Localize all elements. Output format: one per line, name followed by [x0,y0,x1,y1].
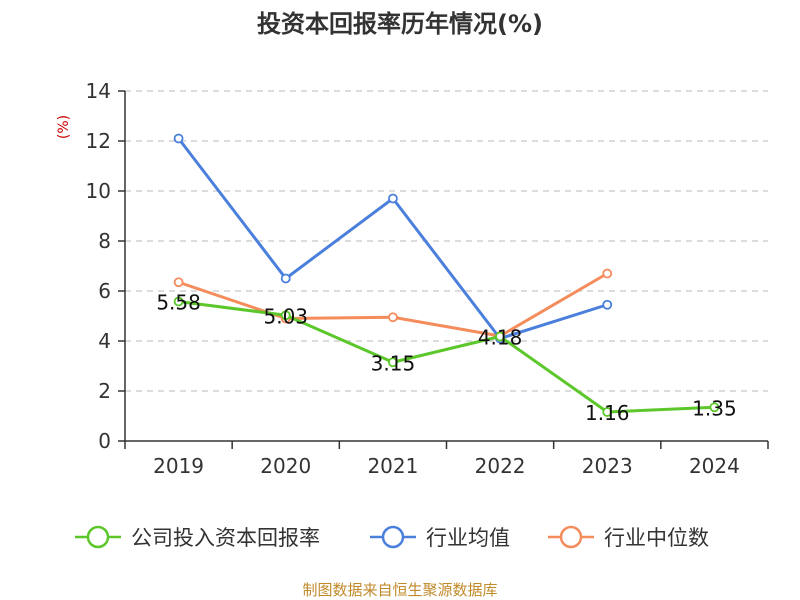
y-tick-label: 4 [98,329,111,353]
data-point[interactable] [280,310,291,321]
x-tick-label: 2023 [582,454,633,478]
legend[interactable]: 公司投入资本回报率 行业均值 行业中位数 [75,525,709,550]
data-point[interactable] [495,331,505,342]
y-tick-label: 8 [98,229,111,253]
data-point[interactable] [173,277,184,288]
data-point[interactable] [388,193,398,204]
data-label: 1.16 [585,401,630,425]
data-point[interactable] [280,273,291,284]
y-tick-label: 12 [86,129,111,153]
x-tick-label: 2019 [153,454,204,478]
x-tick-label: 2024 [689,454,740,478]
legend-marker [86,525,110,549]
data-point[interactable] [602,407,613,417]
legend-item[interactable]: 公司投入资本回报率 [75,525,320,550]
legend-label: 行业中位数 [604,526,709,550]
data-point[interactable] [709,402,720,413]
x-tick-label: 2022 [475,454,526,478]
legend-item[interactable]: 行业均值 [370,525,510,550]
axes: 0 2 4 6 8 10 12 14 2019 2020 2021 2022 2023 2024 [86,79,769,478]
legend-marker [559,525,583,549]
data-point[interactable] [173,296,184,307]
series-line [178,272,609,338]
legend-label: 公司投入资本回报率 [131,526,320,550]
legend-item[interactable]: 行业中位数 [548,525,709,550]
data-point[interactable] [173,133,184,144]
data-label: 5.58 [156,291,201,315]
series-line [178,300,715,414]
legend-label: 行业均值 [426,526,510,550]
data-point[interactable] [602,299,613,310]
grid [125,90,768,392]
data-label: 5.03 [263,304,308,328]
data-label: 3.15 [371,351,416,375]
data-point[interactable] [388,312,398,323]
series-1 [173,133,613,344]
x-tick-label: 2020 [260,454,311,478]
legend-marker [381,525,405,549]
y-tick-label: 6 [98,279,111,303]
data-labels: 5.58 5.03 3.15 4.18 1.16 1.35 [156,291,736,426]
data-label: 4.18 [478,326,523,350]
y-tick-label: 0 [98,429,111,453]
y-tick-label: 14 [86,79,111,103]
data-point[interactable] [388,357,398,368]
series-2 [173,268,613,341]
data-label: 1.35 [692,396,737,420]
series [173,133,720,417]
x-tick-label: 2021 [367,454,418,478]
y-tick-label: 2 [98,379,111,403]
data-point[interactable] [602,268,613,279]
y-tick-label: 10 [86,179,111,203]
chart-title: 投资本回报率历年情况(%) [257,10,543,38]
series-0 [173,296,720,417]
data-source-note: 制图数据来自恒生聚源数据库 [302,581,497,599]
y-axis-unit: (%) [56,115,72,139]
